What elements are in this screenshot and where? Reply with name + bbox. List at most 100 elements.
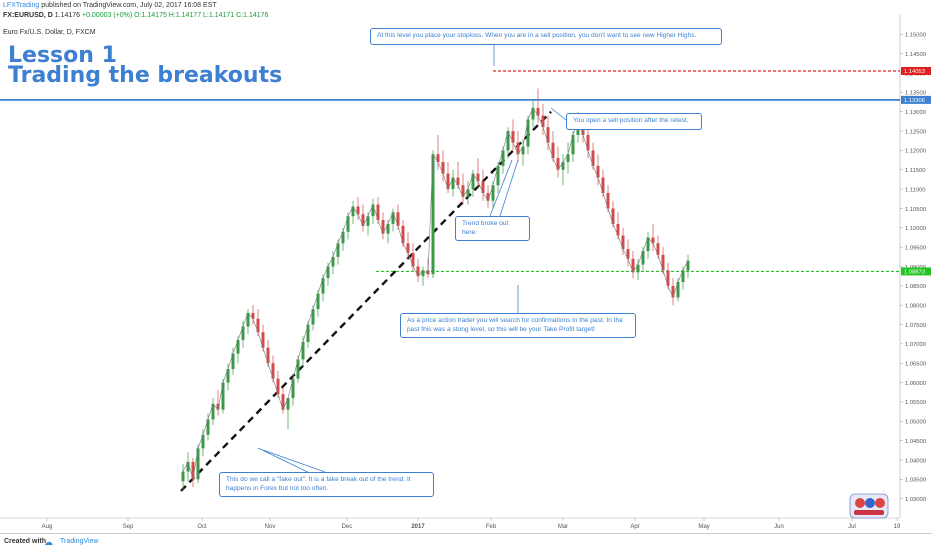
y-tick-label: 1.10000 [905, 226, 926, 232]
candle-body [406, 243, 410, 253]
take-profit-note[interactable]: As a price action trader you will search… [400, 313, 636, 339]
cloud-icon: ☁ [44, 537, 53, 547]
y-tick-label: 1.03500 [905, 478, 926, 484]
candle-body [246, 312, 250, 327]
fake-out-note[interactable]: This do we call a "fake out". It is a fa… [219, 472, 434, 498]
candle-body [191, 461, 195, 480]
symbol-info: FX:EURUSD, D 1.14176 +0.00003 (+0%) O:1.… [3, 12, 268, 19]
candle-body [561, 162, 565, 170]
ohlc-values: O:1.14175 H:1.14177 L:1.14171 C:1.14176 [134, 12, 269, 19]
candle-body [546, 127, 550, 143]
candle-body [676, 281, 680, 298]
candle-body [196, 448, 200, 480]
candle-body [341, 231, 345, 244]
candle-body [631, 258, 635, 273]
candle-body [251, 312, 255, 319]
x-tick-label: Apr [630, 524, 639, 530]
candle-body [401, 225, 405, 244]
candle-body [396, 212, 400, 226]
y-tick-label: 1.08500 [905, 284, 926, 290]
candle-body [681, 270, 685, 282]
candle-body [331, 256, 335, 267]
resistance-price-label: 1.13306 [904, 98, 925, 104]
tradingview-link[interactable]: TradingView [60, 538, 99, 545]
candle-body [471, 173, 475, 190]
candle-body [506, 131, 510, 151]
publish-info: LFXTrading published on TradingView.com,… [3, 2, 217, 9]
y-tick-label: 1.04000 [905, 458, 926, 464]
candle-body [376, 204, 380, 221]
annotation-pointers [257, 44, 567, 479]
x-tick-label: Dec [342, 524, 353, 530]
fake-out-pointer-a [262, 449, 326, 473]
candle-body [521, 146, 525, 155]
x-tick-label: Jun [774, 524, 784, 530]
y-tick-label: 1.11500 [905, 168, 926, 174]
y-tick-label: 1.07500 [905, 323, 926, 329]
take-profit-price-tag [901, 267, 931, 276]
candle-body [566, 154, 570, 163]
candle-body [591, 150, 595, 166]
candle-body [211, 403, 215, 420]
stoploss-price-tag [901, 66, 931, 75]
candle-body [231, 353, 235, 370]
candle-body [541, 115, 545, 128]
candle-body [241, 326, 245, 341]
candle-body [366, 216, 370, 226]
candle-body [526, 119, 530, 147]
author-link[interactable]: LFXTrading [3, 2, 40, 9]
y-tick-label: 1.05500 [905, 400, 926, 406]
candles [181, 88, 690, 491]
candle-body [516, 142, 520, 155]
candle-body [386, 223, 390, 234]
publish-date: published on TradingView.com, July 02, 2… [41, 2, 217, 9]
x-axis: Aug Sep Oct Nov Dec 2017 Feb Mar Apr May Jun Jul 19 [42, 518, 901, 530]
last-price: 1.14176 [54, 12, 81, 19]
lesson-title: Trading the breakouts [8, 63, 283, 88]
candle-body [501, 150, 505, 166]
candle-body [276, 378, 280, 395]
x-tick-label: Feb [486, 524, 497, 530]
footer: Created with ☁ TradingView [0, 533, 932, 551]
trend-break-note[interactable]: Trend broke out here. [455, 216, 530, 242]
stoploss-note[interactable]: At this level you place your stoploss. W… [370, 28, 722, 45]
candle-body [666, 270, 670, 286]
candle-body [266, 347, 270, 364]
x-tick-label: 19 [894, 524, 901, 530]
sell-note[interactable]: You open a sell position after the retes… [566, 113, 702, 130]
candle-body [466, 189, 470, 197]
candle-body [291, 378, 295, 399]
candle-body [236, 340, 240, 354]
instrument-name: Euro Fx/U.S. Dollar, D, FXCM [3, 29, 96, 36]
candle-body [496, 165, 500, 186]
trend-break-pointer-a [489, 159, 513, 217]
candle-body [286, 398, 290, 410]
candle-body [491, 185, 495, 201]
candle-body [531, 107, 535, 120]
candle-body [181, 471, 185, 482]
candle-body [261, 332, 265, 348]
x-tick-label: 2017 [411, 524, 425, 530]
price-change: +0.00003 (+0%) [82, 12, 133, 19]
watermark-logo-icon [849, 493, 889, 519]
candle-body [436, 154, 440, 163]
candle-body [316, 293, 320, 310]
trend-break-pointer-b [499, 159, 519, 217]
candle-body [306, 324, 310, 342]
candle-body [271, 363, 275, 379]
candle-body [411, 252, 415, 267]
candle-body [216, 403, 220, 410]
candle-body [281, 394, 285, 410]
candle-body [641, 251, 645, 265]
candle-body [486, 192, 490, 201]
x-tick-label: Nov [265, 524, 276, 530]
x-tick-label: Aug [42, 524, 53, 530]
candle-body [256, 318, 260, 333]
y-tick-label: 1.03000 [905, 497, 926, 503]
candle-body [626, 249, 630, 259]
candle-body [431, 154, 435, 275]
candle-body [186, 461, 190, 472]
candle-body [611, 208, 615, 224]
x-tick-label: Sep [123, 524, 134, 530]
